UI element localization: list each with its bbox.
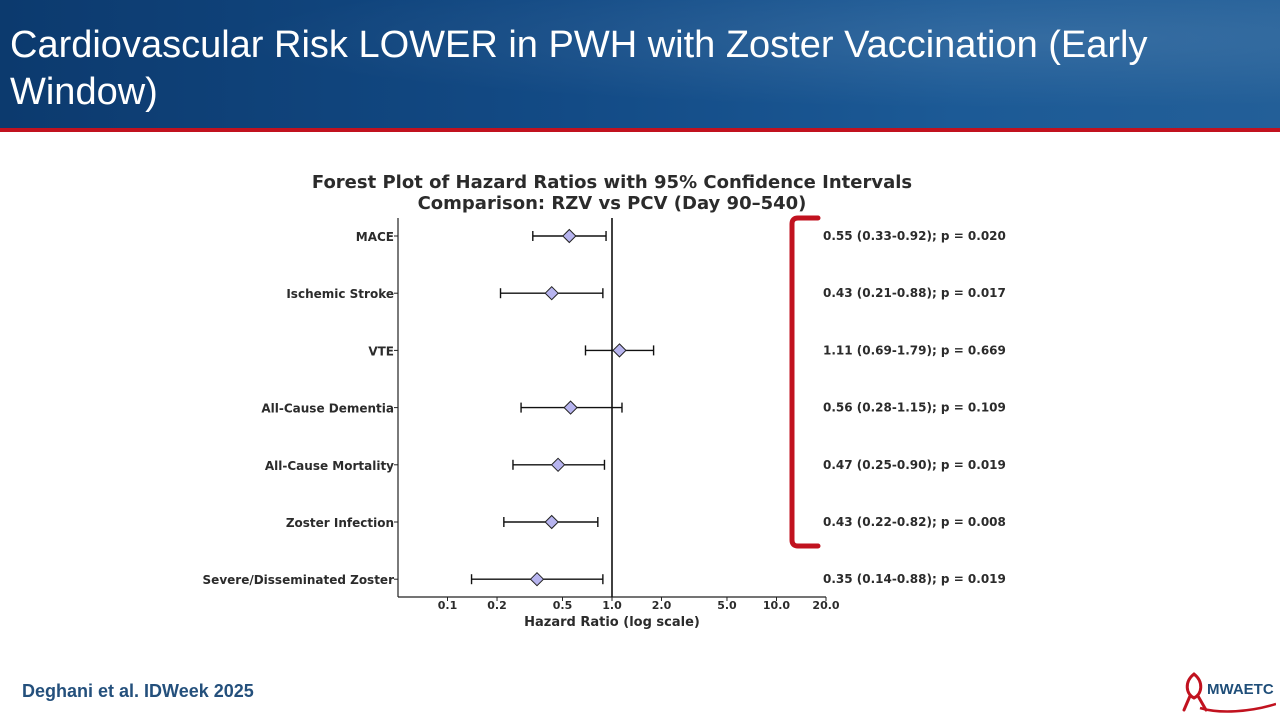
row-label: Ischemic Stroke (286, 287, 394, 301)
x-tick-label: 0.2 (487, 599, 507, 612)
header-red-rule (0, 128, 1280, 132)
hr-marker (550, 457, 566, 473)
mwaetc-logo (1182, 672, 1276, 713)
row-annotation: 0.55 (0.33-0.92); p = 0.020 (823, 229, 1006, 243)
row-annotation: 0.56 (0.28-1.15); p = 0.109 (823, 401, 1006, 415)
x-tick-label: 5.0 (717, 599, 737, 612)
x-tick-label: 1.0 (602, 599, 622, 612)
x-tick-label: 0.1 (438, 599, 458, 612)
row-label: All-Cause Dementia (261, 402, 394, 416)
row-annotation: 1.11 (0.69-1.79); p = 0.669 (823, 343, 1006, 357)
slide-title: Cardiovascular Risk LOWER in PWH with Zo… (10, 24, 1148, 113)
x-tick-label: 2.0 (652, 599, 672, 612)
row-label: VTE (368, 344, 394, 358)
hr-marker (529, 571, 545, 587)
row-label: Zoster Infection (286, 516, 394, 530)
logo-text: MWAETC (1207, 681, 1274, 698)
chart-title: Forest Plot of Hazard Ratios with 95% Co… (312, 172, 912, 193)
row-annotation: 0.35 (0.14-0.88); p = 0.019 (823, 572, 1006, 586)
x-tick-label: 20.0 (812, 599, 839, 612)
citation: Deghani et al. IDWeek 2025 (22, 681, 254, 701)
row-label: MACE (356, 230, 394, 244)
x-axis-label: Hazard Ratio (log scale) (524, 615, 700, 630)
row-annotation: 0.47 (0.25-0.90); p = 0.019 (823, 458, 1006, 472)
hr-marker (544, 285, 559, 301)
chart-subtitle: Comparison: RZV vs PCV (Day 90–540) (418, 193, 807, 214)
x-tick-label: 0.5 (553, 599, 573, 612)
row-annotation: 0.43 (0.22-0.82); p = 0.008 (823, 515, 1006, 529)
hr-marker (544, 514, 559, 530)
row-annotation: 0.43 (0.21-0.88); p = 0.017 (823, 286, 1006, 300)
hr-marker (562, 228, 577, 244)
slide-header (0, 0, 1280, 128)
x-tick-label: 10.0 (763, 599, 790, 612)
hr-marker (612, 343, 627, 358)
row-label: All-Cause Mortality (265, 459, 394, 473)
highlight-bracket (789, 215, 821, 549)
row-label: Severe/Disseminated Zoster (203, 573, 395, 587)
hr-marker (563, 400, 578, 415)
